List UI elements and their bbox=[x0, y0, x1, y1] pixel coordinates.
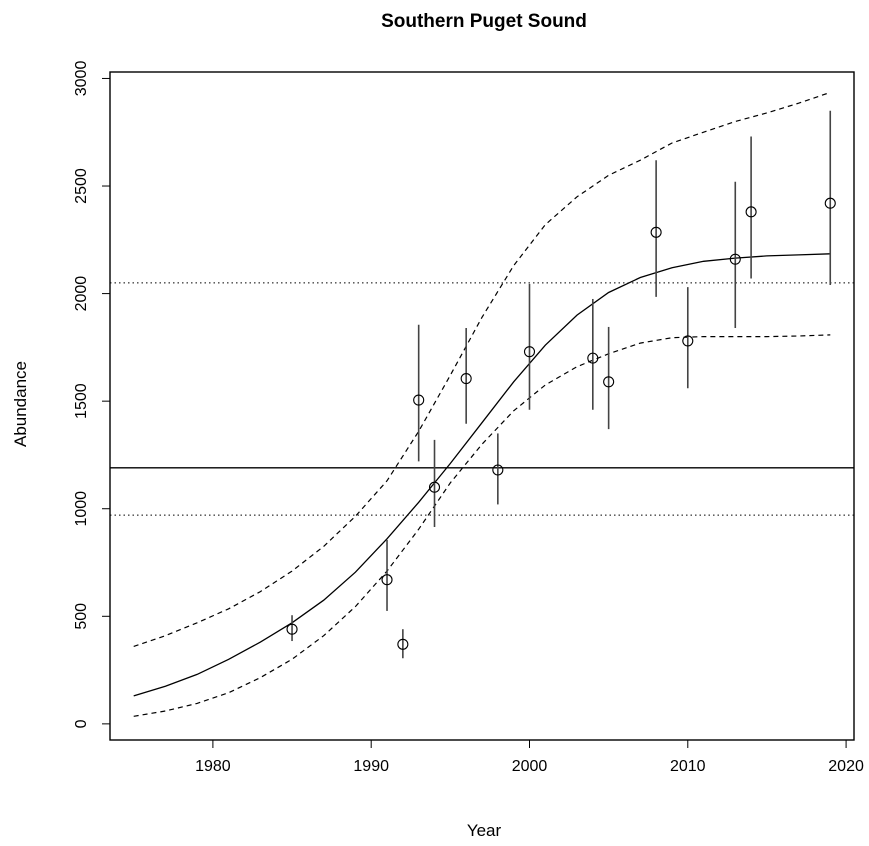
y-tick-label-6: 3000 bbox=[73, 61, 90, 97]
data-point-9 bbox=[603, 376, 615, 388]
x-tick-label-1: 1990 bbox=[353, 758, 389, 775]
chart-title: Southern Puget Sound bbox=[381, 11, 587, 32]
y-tick-label-1: 500 bbox=[73, 603, 90, 630]
y-tick-label-0: 0 bbox=[73, 719, 90, 728]
data-point-3 bbox=[413, 394, 425, 406]
reference-lines bbox=[110, 282, 854, 516]
data-point-0 bbox=[286, 623, 298, 635]
x-tick-label-3: 2010 bbox=[670, 758, 706, 775]
lower-band-line bbox=[133, 334, 831, 717]
data-point-7 bbox=[523, 346, 536, 358]
error-bars bbox=[291, 110, 832, 659]
x-axis-label: Year bbox=[467, 821, 502, 840]
confidence-bands bbox=[133, 91, 831, 717]
y-tick-label-4: 2000 bbox=[73, 276, 90, 312]
data-point-10 bbox=[650, 226, 662, 238]
y-axis: 0 500 1000 1500 2000 2500 3000 bbox=[73, 61, 110, 728]
y-tick-label-3: 1500 bbox=[73, 383, 90, 419]
data-points bbox=[286, 197, 836, 650]
y-tick-label-5: 2500 bbox=[73, 168, 90, 204]
plot-frame bbox=[109, 71, 855, 741]
data-point-6 bbox=[492, 464, 504, 476]
x-axis: 1980 1990 2000 2010 2020 bbox=[195, 739, 864, 775]
fit-line bbox=[133, 253, 831, 697]
x-tick-label-0: 1980 bbox=[195, 758, 231, 775]
data-point-14 bbox=[824, 197, 836, 209]
data-point-8 bbox=[587, 352, 599, 364]
data-point-13 bbox=[745, 206, 757, 218]
upper-band-line bbox=[133, 91, 831, 647]
y-axis-label: Abundance bbox=[11, 361, 30, 447]
data-point-1 bbox=[381, 574, 393, 586]
x-tick-label-4: 2020 bbox=[828, 758, 864, 775]
x-tick-label-2: 2000 bbox=[512, 758, 548, 775]
data-point-5 bbox=[460, 373, 472, 385]
data-point-4 bbox=[428, 481, 441, 493]
data-point-2 bbox=[397, 638, 409, 650]
fitted-curve bbox=[133, 253, 831, 697]
data-point-11 bbox=[682, 335, 694, 347]
data-point-12 bbox=[729, 253, 741, 265]
y-tick-label-2: 1000 bbox=[73, 491, 90, 527]
